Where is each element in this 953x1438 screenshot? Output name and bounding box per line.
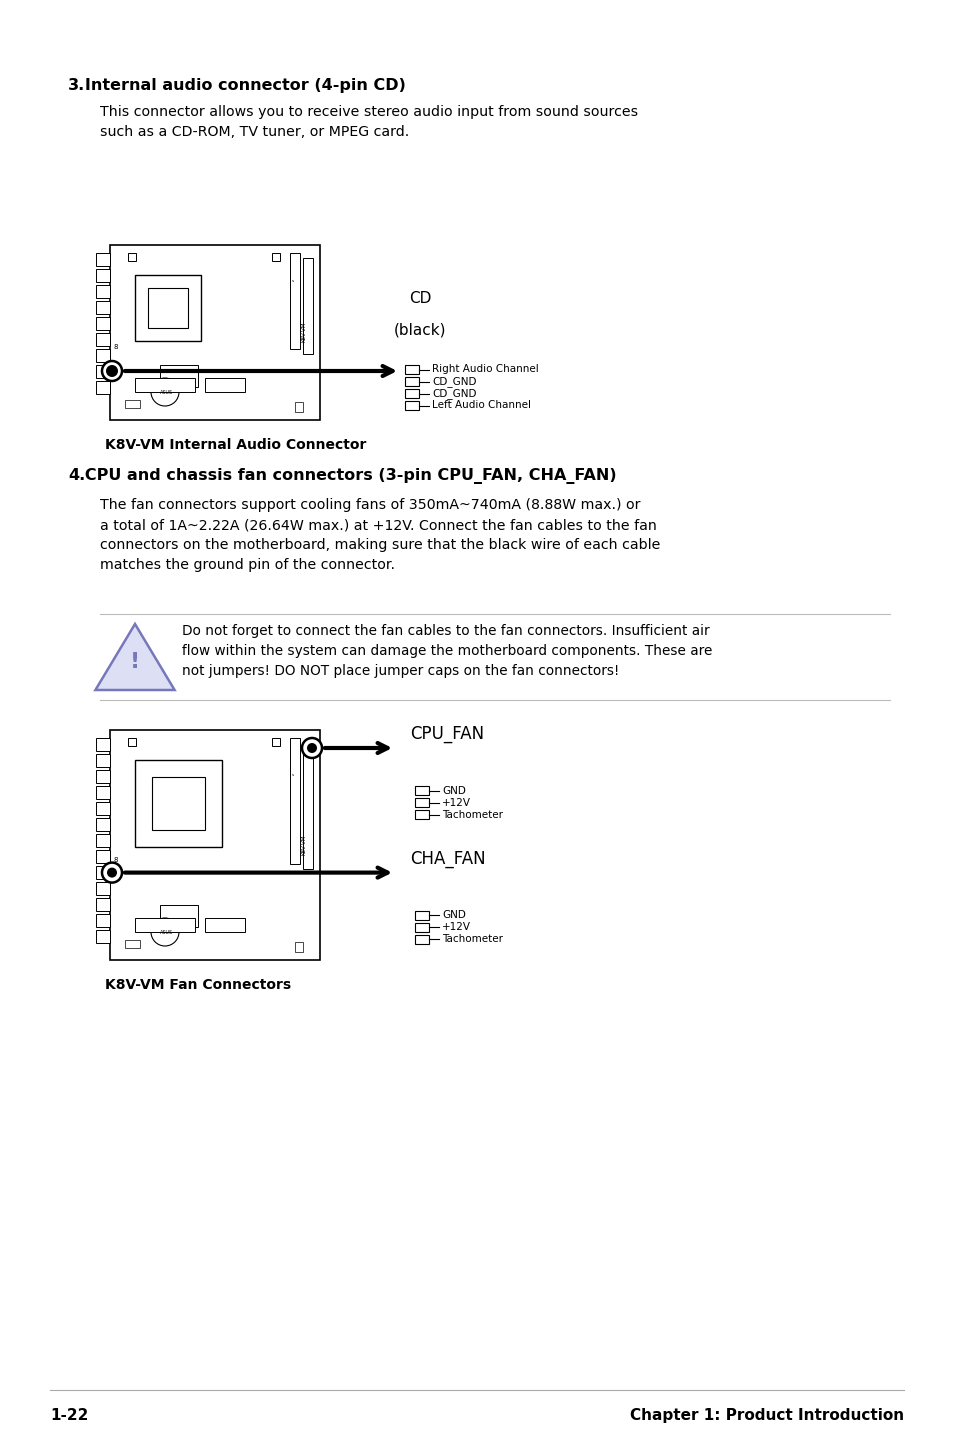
Text: K8V-VM: K8V-VM — [301, 835, 306, 856]
Bar — [290, 253, 299, 349]
Text: Right Audio Channel: Right Audio Channel — [432, 364, 538, 374]
Text: Left Audio Channel: Left Audio Channel — [432, 401, 531, 410]
Text: s: s — [292, 774, 294, 777]
Text: Do not forget to connect the fan cables to the fan connectors. Insufficient air
: Do not forget to connect the fan cables … — [182, 624, 712, 679]
Text: 8: 8 — [113, 344, 118, 349]
Bar — [125, 940, 140, 948]
Bar — [96, 316, 110, 329]
Circle shape — [307, 743, 316, 754]
Bar — [303, 257, 313, 354]
Bar — [96, 754, 110, 766]
Bar — [96, 897, 110, 912]
Text: The fan connectors support cooling fans of 350mA~740mA (8.88W max.) or
a total o: The fan connectors support cooling fans … — [100, 498, 659, 572]
Bar — [205, 917, 245, 932]
Bar — [96, 818, 110, 831]
Text: This connector allows you to receive stereo audio input from sound sources
such : This connector allows you to receive ste… — [100, 105, 638, 139]
Bar — [96, 269, 110, 282]
Bar — [96, 349, 110, 362]
Bar — [110, 244, 319, 420]
Bar — [110, 731, 319, 961]
Bar — [415, 798, 429, 807]
Bar — [148, 288, 188, 328]
Bar — [128, 738, 136, 746]
Bar — [405, 365, 418, 374]
Bar — [96, 930, 110, 943]
Text: ASUS: ASUS — [160, 390, 172, 394]
Bar — [405, 377, 418, 385]
Bar — [294, 942, 303, 952]
Bar — [96, 285, 110, 298]
Text: CHA_FAN: CHA_FAN — [410, 850, 485, 867]
Polygon shape — [95, 624, 174, 690]
Circle shape — [102, 361, 122, 381]
Bar — [96, 381, 110, 394]
Bar — [272, 253, 280, 262]
Bar — [152, 777, 205, 830]
Bar — [96, 334, 110, 347]
Bar — [128, 253, 136, 262]
Bar — [415, 910, 429, 919]
Text: s: s — [292, 279, 294, 283]
Text: 4.: 4. — [68, 467, 85, 483]
Bar — [160, 905, 198, 928]
Bar — [415, 787, 429, 795]
Text: GND: GND — [441, 785, 465, 795]
Bar — [96, 769, 110, 784]
Bar — [96, 738, 110, 751]
Bar — [96, 365, 110, 378]
Bar — [135, 761, 222, 847]
Bar — [135, 378, 194, 393]
Bar — [96, 850, 110, 863]
Circle shape — [151, 378, 179, 406]
Bar — [303, 743, 313, 869]
Circle shape — [107, 867, 117, 877]
Text: ASUS: ASUS — [160, 929, 172, 935]
Bar — [96, 834, 110, 847]
Bar — [96, 881, 110, 894]
Text: K8V-VM Fan Connectors: K8V-VM Fan Connectors — [105, 978, 291, 992]
Bar — [96, 253, 110, 266]
Text: CPU and chassis fan connectors (3-pin CPU_FAN, CHA_FAN): CPU and chassis fan connectors (3-pin CP… — [68, 467, 616, 485]
Text: 3.: 3. — [68, 78, 85, 93]
Bar — [96, 866, 110, 879]
Text: (black): (black) — [394, 322, 446, 338]
Text: CD_GND: CD_GND — [432, 388, 476, 398]
Bar — [415, 810, 429, 820]
Text: Internal audio connector (4-pin CD): Internal audio connector (4-pin CD) — [68, 78, 405, 93]
Bar — [205, 378, 245, 393]
Text: CD_GND: CD_GND — [432, 377, 476, 387]
Bar — [96, 802, 110, 815]
Bar — [135, 275, 201, 341]
Bar — [96, 915, 110, 928]
Bar — [294, 403, 303, 413]
Text: +12V: +12V — [441, 798, 471, 808]
Bar — [405, 401, 418, 410]
Text: 1-22: 1-22 — [50, 1408, 89, 1424]
Bar — [405, 390, 418, 398]
Circle shape — [102, 863, 122, 883]
Bar — [135, 917, 194, 932]
Bar — [96, 787, 110, 800]
Bar — [125, 400, 140, 408]
Text: K8V-VM Internal Audio Connector: K8V-VM Internal Audio Connector — [105, 439, 366, 452]
Text: CD: CD — [409, 292, 431, 306]
Text: Tachometer: Tachometer — [441, 935, 502, 945]
Bar — [415, 923, 429, 932]
Bar — [272, 738, 280, 746]
Bar — [290, 738, 299, 864]
Text: Tachometer: Tachometer — [441, 810, 502, 820]
Text: !: ! — [130, 651, 140, 672]
Bar — [415, 935, 429, 943]
Text: CPU_FAN: CPU_FAN — [410, 725, 483, 743]
Bar — [96, 301, 110, 313]
Text: 8: 8 — [113, 857, 118, 863]
Bar — [160, 365, 198, 387]
Text: GND: GND — [441, 910, 465, 920]
Circle shape — [106, 365, 118, 377]
Text: K8V-VM: K8V-VM — [301, 322, 306, 342]
Circle shape — [302, 738, 322, 758]
Circle shape — [151, 917, 179, 946]
Text: +12V: +12V — [441, 922, 471, 932]
Text: Chapter 1: Product Introduction: Chapter 1: Product Introduction — [629, 1408, 903, 1424]
